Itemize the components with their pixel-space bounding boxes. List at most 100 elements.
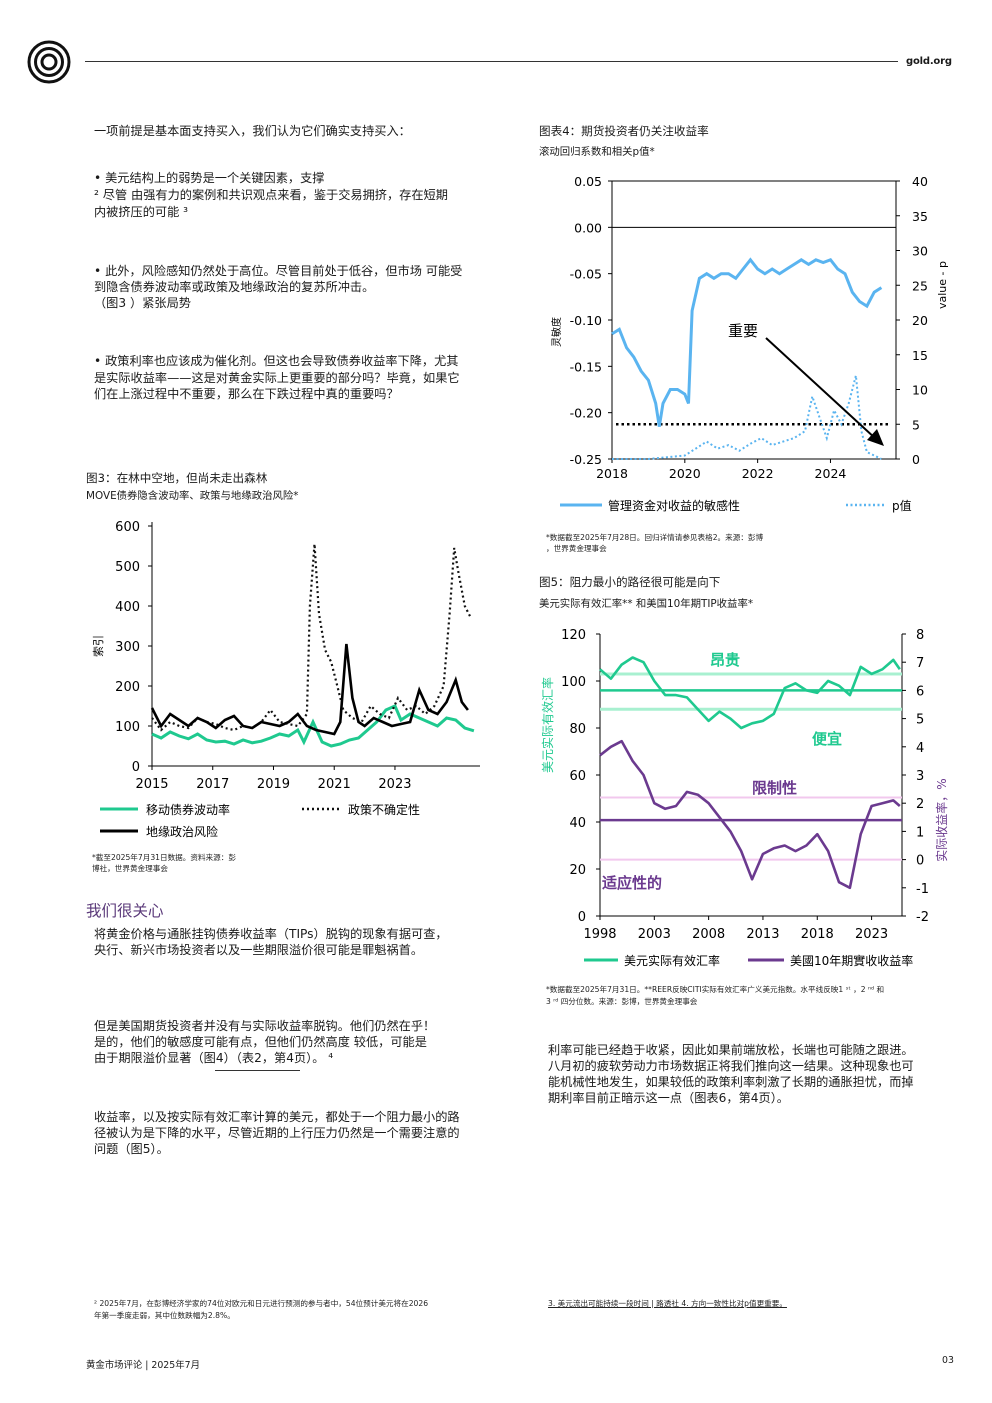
fig3-y-tick-label: 0 bbox=[132, 760, 140, 775]
fig3-y-tick-label: 400 bbox=[115, 600, 140, 615]
fig3-y-tick-label: 200 bbox=[115, 680, 140, 695]
para-2-line-2: 是的，他们的敏感度可能有点，但他们仍然高度 较低，可能是 bbox=[94, 1035, 427, 1049]
fig4-y2-tick-label: 15 bbox=[912, 348, 928, 363]
fig4-x-tick-label: 2022 bbox=[742, 466, 774, 481]
fig4-y-tick-label: -0.10 bbox=[570, 313, 602, 328]
bullet-2-line-1: • 此外，风险感知仍然处于高位。尽管目前处于低谷，但市场 可能受 bbox=[94, 264, 463, 278]
link-underline bbox=[215, 1070, 300, 1071]
fig4-series-sensitivity bbox=[611, 257, 883, 427]
bullet-1-line-2: ² 尽管 由强有力的案例和共识观点来看，鉴于交易拥挤，存在短期 bbox=[94, 188, 448, 202]
bullet-3-line-2: 是实际收益率——这是对黄金实际上更重要的部分吗？毕竟，如果它 bbox=[94, 371, 460, 385]
fig5-y2-tick-label: -2 bbox=[916, 910, 929, 925]
fig5-label-accommodative: 适应性的 bbox=[602, 874, 662, 892]
fig5-y2-tick-label: 2 bbox=[916, 797, 924, 812]
fig3-series-move bbox=[151, 704, 475, 748]
section-heading: 我们很关心 bbox=[86, 902, 164, 920]
bullet-1-line-3: 内被挤压的可能 ³ bbox=[94, 205, 189, 219]
bullet-2-line-2: 到隐含债券波动率或政策及地缘政治的复苏所冲击。 bbox=[94, 280, 375, 294]
fig3-series-policy bbox=[151, 543, 472, 732]
fig4-title: 图表4：期货投资者仍关注收益率 bbox=[539, 124, 709, 138]
fig4-y2-axis-label: value - p bbox=[936, 261, 949, 309]
fig3-note-line-2: 博社，世界黄金理事会 bbox=[92, 864, 168, 873]
footnote-3-4[interactable]: 3. 美元流出可能持续一段时间 | 路透社 4. 方向一致性比对p值更重要。 bbox=[548, 1299, 787, 1308]
page-number: 03 bbox=[942, 1355, 954, 1366]
right-para-line-4: 期利率目前正暗示这一点（图表6，第4页）。 bbox=[548, 1091, 789, 1105]
fig5-y2-tick-label: 1 bbox=[916, 825, 924, 840]
fig3-chart: 0 100 200 300 400 500 600 2015 2017 2019 2021 2023 索… bbox=[91, 520, 480, 839]
fig4-y2-tick-label: 10 bbox=[912, 383, 928, 398]
fig5-y-tick-label: 100 bbox=[561, 675, 586, 690]
fig3-series-geo bbox=[150, 643, 469, 736]
fig3-x-tick-label: 2015 bbox=[135, 777, 168, 792]
fig4-y-tick-label: -0.25 bbox=[570, 452, 602, 467]
fig3-y-tick-label: 600 bbox=[115, 520, 140, 535]
fig3-y-tick-label: 300 bbox=[115, 640, 140, 655]
right-para-line-1: 利率可能已经趋于收紧，因此如果前端放松，长端也可能随之跟进。 bbox=[548, 1043, 914, 1057]
fig4-arrow-head bbox=[867, 429, 884, 446]
fig5-y2-tick-label: 6 bbox=[916, 684, 924, 699]
para-3-line-1: 收益率，以及按实际有效汇率计算的美元，都处于一个阻力最小的路 bbox=[94, 1110, 460, 1124]
intro-text: 一项前提是基本面支持买入，我们认为它们确实支持买入： bbox=[94, 124, 411, 138]
fig5-legend-label-tips: 美國10年期實收收益率 bbox=[790, 953, 913, 968]
fig5-title: 图5：阻力最小的路径很可能是向下 bbox=[539, 575, 721, 589]
right-para-line-2: 八月初的疲软劳动力市场数据正将我们推向这一结果。这种现象也可 bbox=[548, 1059, 914, 1073]
fig5-y-tick-label: 40 bbox=[569, 816, 586, 831]
fig5-x-tick-label: 1998 bbox=[583, 927, 616, 942]
fig3-legend-label-geo: 地缘政治风险 bbox=[146, 824, 218, 839]
fig5-y-tick-label: 80 bbox=[569, 722, 586, 737]
fig5-series-tips bbox=[599, 739, 901, 890]
para-2-line-1: 但是美国期货投资者并没有与实际收益率脱钩。他们仍然在乎！ bbox=[94, 1019, 436, 1033]
bullet-2-line-3: （图3 ）紧张局势 bbox=[94, 296, 191, 310]
fig4-x-tick-label: 2024 bbox=[815, 466, 847, 481]
para-3-line-3: 问题（图5）。 bbox=[94, 1142, 169, 1156]
fig5-x-tick-label: 2003 bbox=[638, 927, 671, 942]
fig3-note-line-1: *截至2025年7月31日数据。资料来源：彭 bbox=[92, 853, 236, 862]
fig4-x-tick-label: 2018 bbox=[596, 466, 628, 481]
fig4-x-tick-label: 2020 bbox=[669, 466, 701, 481]
fig3-legend-label-policy: 政策不确定性 bbox=[348, 802, 420, 817]
header-rule bbox=[85, 61, 898, 62]
fig4-chart: 0.05 0.00 -0.05 -0.10 -0.15 -0.20 -0.25 0 5 10 15 2… bbox=[550, 174, 949, 513]
fig5-x-tick-label: 2023 bbox=[855, 927, 888, 942]
fig5-chart: 0 20 40 60 80 100 120 -2 -1 0 1 2 3 4 5 6 7 8 1998 2003 2008… bbox=[540, 628, 949, 968]
fig3-y-axis-label: 索引 bbox=[91, 635, 105, 657]
fig5-label-cheap: 便宜 bbox=[812, 730, 842, 748]
fig3-x-tick-label: 2017 bbox=[196, 777, 229, 792]
fig4-y-tick-label: -0.15 bbox=[570, 359, 602, 374]
para-2-line-3: 由于期限溢价显著（图4）（表2，第4页）。 ⁴ bbox=[94, 1051, 334, 1065]
fig5-y2-tick-label: 0 bbox=[916, 854, 924, 869]
fig4-y-axis-label: 灵敏度 bbox=[550, 317, 563, 347]
fig5-label-expensive: 昂贵 bbox=[710, 651, 740, 669]
fig5-y-axis-label: 美元实际有效汇率 bbox=[540, 677, 555, 773]
fig5-y-tick-label: 120 bbox=[561, 628, 586, 643]
fig5-y-tick-label: 0 bbox=[578, 910, 586, 925]
fig4-y2-tick-label: 5 bbox=[912, 417, 920, 432]
fig4-annotation: 重要 bbox=[728, 322, 758, 340]
fig5-series-reer bbox=[599, 656, 901, 730]
fig4-note-line-2: ，世界黄金理事会 bbox=[546, 544, 607, 553]
fig4-legend-label-sensitivity: 管理资金对收益的敏感性 bbox=[608, 498, 740, 513]
fig5-x-tick-label: 2018 bbox=[801, 927, 834, 942]
fig5-y2-tick-label: -1 bbox=[916, 882, 929, 897]
fig3-y-tick-label: 500 bbox=[115, 560, 140, 575]
fig5-y2-tick-label: 4 bbox=[916, 741, 924, 756]
footnote-2-line-1: ² 2025年7月，在彭博经济学家的74位对欧元和日元进行预测的参与者中，54位… bbox=[94, 1299, 429, 1308]
site-link[interactable]: gold.org bbox=[906, 56, 952, 67]
fig5-y2-tick-label: 5 bbox=[916, 713, 924, 728]
fig3-x-tick-label: 2023 bbox=[378, 777, 411, 792]
fig4-y-tick-label: 0.00 bbox=[574, 220, 602, 235]
fig3-title: 图3：在林中空地，但尚未走出森林 bbox=[86, 471, 268, 485]
gold-org-logo-icon bbox=[27, 40, 71, 84]
para-1-line-1: 将黄金价格与通胀挂钩债券收益率（TIPs）脱钩的现象有据可查， bbox=[94, 927, 448, 941]
fig3-legend-label-move: 移动债券波动率 bbox=[146, 802, 230, 817]
fig4-y-tick-label: -0.20 bbox=[570, 406, 602, 421]
fig4-subtitle: 滚动回归系数和相关p值* bbox=[539, 146, 655, 158]
bullet-1-line-1: • 美元结构上的弱势是一个关键因素，支撑 bbox=[94, 171, 325, 185]
fig4-y-tick-label: -0.05 bbox=[570, 267, 602, 282]
fig4-y2-tick-label: 30 bbox=[912, 244, 928, 259]
fig4-y2-tick-label: 25 bbox=[912, 278, 928, 293]
fig5-legend-label-reer: 美元实际有效汇率 bbox=[624, 953, 720, 968]
fig4-y2-tick-label: 0 bbox=[912, 452, 920, 467]
fig5-y-tick-label: 20 bbox=[569, 863, 586, 878]
fig4-y2-tick-label: 20 bbox=[912, 313, 928, 328]
